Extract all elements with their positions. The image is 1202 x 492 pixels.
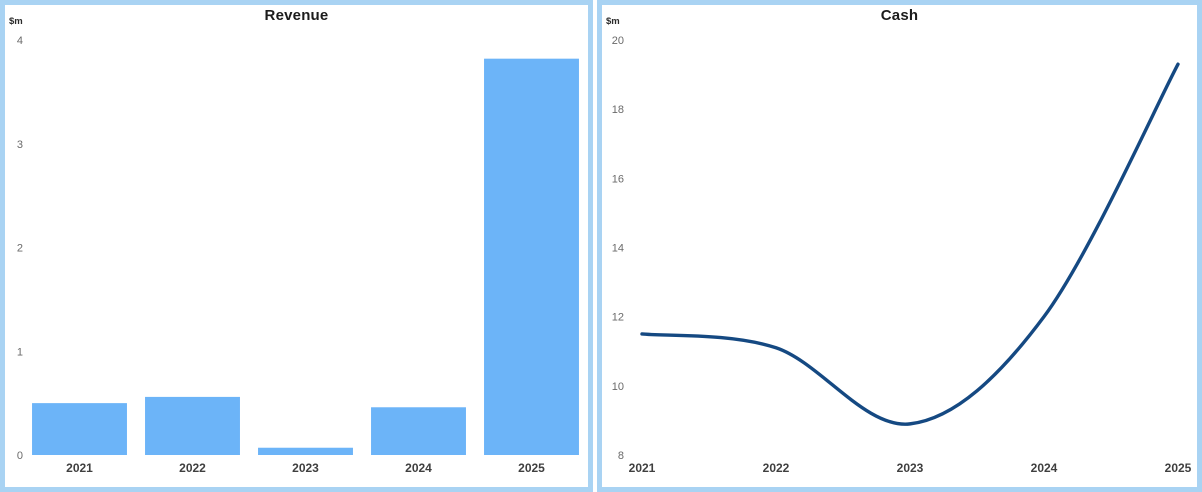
y-axis-tick-8: 8 [618, 450, 624, 462]
revenue-chart-panel[interactable]: Revenue $m 0 1 2 3 4 2021 2022 2023 2024 2025 [0, 0, 593, 492]
x-axis-label-2024: 2024 [405, 461, 432, 475]
y-axis-tick-4: 4 [17, 35, 23, 47]
revenue-chart-title: Revenue [264, 7, 329, 24]
y-axis-tick-12: 12 [612, 312, 624, 324]
bar-2023[interactable] [258, 447, 353, 455]
cash-trend-line[interactable] [640, 62, 1180, 426]
y-axis-tick-10: 10 [612, 381, 624, 393]
revenue-bar-chart: 0 1 2 3 4 2021 2022 2023 2024 2025 [17, 35, 579, 475]
bar-2021[interactable] [32, 403, 127, 455]
x-axis-label-2023: 2023 [292, 461, 319, 475]
bar-2025[interactable] [484, 58, 579, 456]
y-axis-tick-16: 16 [612, 173, 624, 185]
x-axis-label-2022: 2022 [763, 461, 790, 475]
cash-line-chart: 8 10 12 14 16 18 20 2021 2022 2023 2024 2025 [612, 35, 1192, 475]
y-axis-tick-3: 3 [17, 139, 23, 151]
x-axis-label-2021: 2021 [66, 461, 93, 475]
x-axis-label-2023: 2023 [897, 461, 924, 475]
bar-2024[interactable] [371, 407, 466, 455]
y-axis-tick-20: 20 [612, 35, 624, 47]
x-axis-label-2025: 2025 [1165, 461, 1192, 475]
cash-chart-title: Cash [880, 7, 919, 24]
y-axis-tick-0: 0 [17, 450, 23, 462]
cash-chart-panel[interactable]: Cash $m 8 10 12 14 16 18 20 2021 2022 2023 2024 202… [597, 0, 1202, 492]
bar-2022[interactable] [145, 396, 240, 455]
x-axis-label-2025: 2025 [518, 461, 545, 475]
cash-unit-label: $m [606, 16, 620, 27]
y-axis-tick-1: 1 [17, 346, 23, 358]
x-axis-label-2022: 2022 [179, 461, 206, 475]
y-axis-tick-2: 2 [17, 243, 23, 255]
revenue-unit-label: $m [9, 16, 23, 27]
y-axis-tick-14: 14 [612, 243, 624, 255]
x-axis-label-2024: 2024 [1031, 461, 1058, 475]
x-axis-label-2021: 2021 [629, 461, 656, 475]
y-axis-tick-18: 18 [612, 104, 624, 116]
